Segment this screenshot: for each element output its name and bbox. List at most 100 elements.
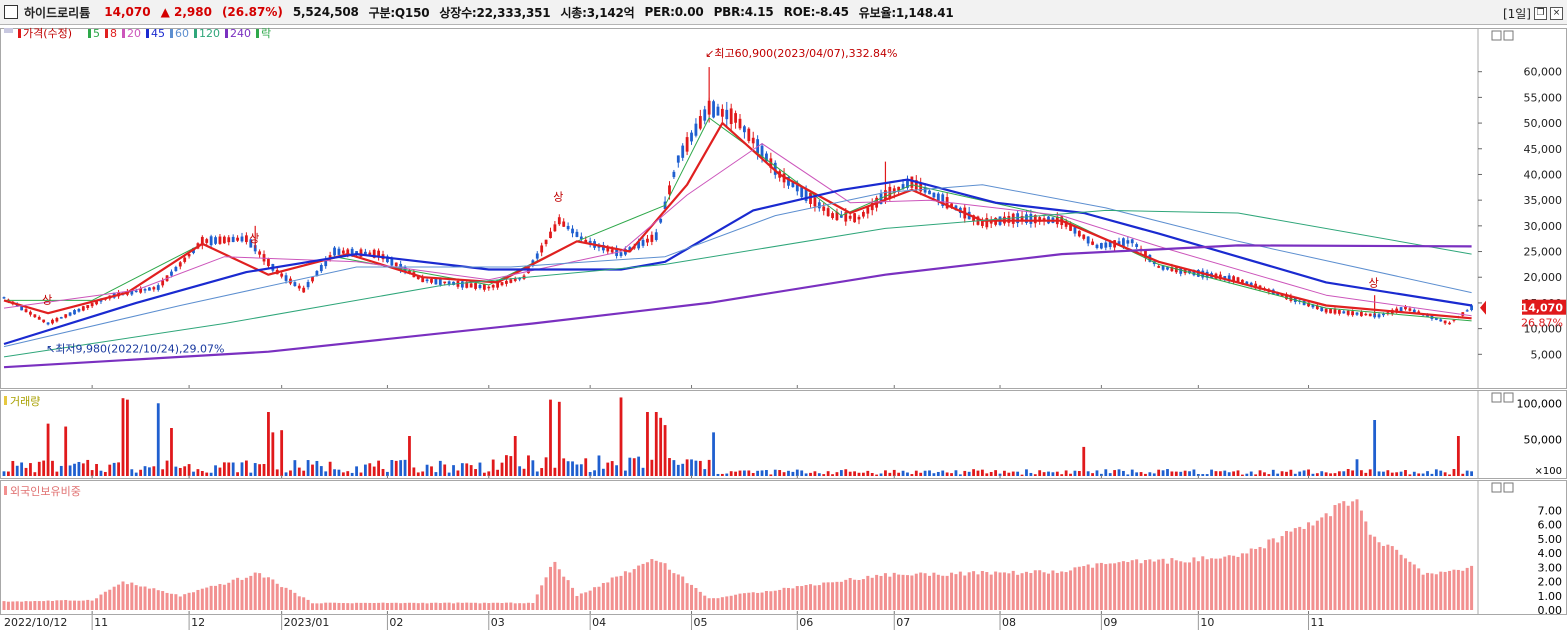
volume-bar: [672, 460, 676, 476]
foreign-bar: [11, 601, 15, 610]
candle-body: [844, 212, 848, 222]
foreign-bar: [222, 584, 226, 610]
volume-bar: [936, 471, 940, 476]
foreign-bar: [1060, 571, 1064, 610]
limit-up-marker: 상: [1369, 277, 1379, 290]
candle-body: [729, 108, 733, 125]
volume-bar: [571, 461, 574, 476]
stock-name[interactable]: 하이드로리튬: [24, 5, 91, 20]
candle-body: [800, 186, 804, 198]
volume-bar: [1047, 471, 1050, 476]
foreign-bar: [1073, 567, 1077, 610]
candle-body: [355, 251, 358, 255]
candle-body: [1355, 312, 1359, 315]
foreign-bars: [2, 499, 1474, 610]
volume-bar: [610, 461, 614, 476]
foreign-bar: [381, 602, 385, 610]
market-cap: 시총:3,142억: [560, 5, 635, 20]
candle-body: [848, 215, 852, 219]
select-checkbox[interactable]: [4, 5, 18, 19]
volume-legend-swatch: [4, 396, 7, 405]
candle-body: [862, 211, 865, 217]
candle-body: [888, 186, 892, 199]
foreign-bar: [139, 586, 143, 610]
volume-bar: [1179, 471, 1183, 476]
foreign-bar: [1051, 570, 1055, 610]
candle-body: [236, 237, 239, 241]
volume-bar: [421, 471, 425, 476]
candle-body: [1346, 310, 1350, 315]
candle-body: [870, 203, 874, 211]
ma-line-120: [3, 209, 1472, 358]
foreign-bar: [324, 602, 328, 610]
stock-chart[interactable]: 60,00055,00050,00045,00040,00035,00030,0…: [0, 24, 1567, 630]
foreign-bar: [1408, 561, 1412, 610]
volume-bar: [487, 471, 491, 476]
volume-bar: [1355, 459, 1359, 476]
candle-body: [637, 241, 641, 249]
candle-body: [244, 235, 248, 243]
close-icon[interactable]: ×: [1550, 7, 1563, 20]
volume-bar: [950, 473, 953, 476]
volume-bar: [743, 470, 746, 476]
foreign-bar: [1091, 567, 1095, 610]
foreign-bar: [950, 572, 954, 610]
volume-bar: [7, 471, 10, 476]
candle-body: [1166, 267, 1169, 270]
foreign-bar: [143, 586, 147, 610]
foreign-bar: [169, 593, 173, 610]
price-tick-label: 40,000: [1524, 168, 1563, 181]
candle-body: [575, 231, 579, 237]
price-legend: 가격(수정) 5 8 20 45 60 120 240 락: [4, 27, 271, 40]
volume-bar: [1452, 469, 1456, 476]
foreign-bar: [875, 574, 879, 610]
foreign-bar: [1302, 528, 1306, 610]
x-tick-label: 10: [1200, 616, 1214, 629]
candle-body: [143, 289, 147, 291]
candle-body: [954, 205, 958, 211]
x-tick-label: 12: [191, 616, 205, 629]
period-selector[interactable]: [1일]: [1502, 7, 1531, 21]
foreign-bar: [20, 601, 24, 610]
foreign-bar: [293, 592, 297, 610]
volume-bar: [15, 465, 19, 476]
volume-bar: [734, 471, 737, 476]
foreign-bar: [1448, 570, 1452, 610]
volume-bar: [42, 460, 46, 476]
foreign-bar: [456, 602, 460, 610]
volume-bar: [765, 470, 768, 476]
volume-bar: [822, 474, 826, 476]
foreign-bar: [610, 577, 614, 610]
minimize-pane-icon: [1491, 30, 1502, 41]
candle-body: [1232, 276, 1236, 282]
restore-icon[interactable]: ❐: [1534, 7, 1547, 20]
price-tick-label: 5,000: [1531, 348, 1563, 361]
volume-bar: [2, 471, 6, 476]
title-bar: 하이드로리튬 14,070 ▲ 2,980 (26.87%) 5,524,508…: [0, 0, 1567, 25]
candle-body: [1285, 294, 1288, 300]
candle-body: [1382, 313, 1385, 316]
pbr-value: PBR:4.15: [713, 5, 774, 19]
current-price-label: 14,070: [1521, 302, 1564, 315]
candle-body: [985, 218, 989, 228]
foreign-bar: [584, 592, 588, 610]
candle-body: [496, 282, 500, 288]
foreign-bar: [1373, 536, 1377, 610]
volume-bar: [271, 432, 275, 476]
candle-body: [579, 236, 583, 240]
foreign-bar: [452, 603, 456, 610]
candle-body: [174, 266, 178, 272]
volume-bar: [1069, 473, 1072, 476]
foreign-bar: [954, 574, 958, 610]
foreign-bar: [460, 602, 464, 610]
candle-body: [540, 245, 544, 253]
price-tick-label: 50,000: [1524, 117, 1563, 130]
candle-body: [337, 248, 341, 255]
foreign-bar: [368, 602, 372, 610]
foreign-bar: [394, 602, 398, 610]
foreign-bar: [712, 598, 716, 610]
candle-body: [200, 236, 204, 246]
volume-bar: [1144, 473, 1147, 476]
pane-buttons: [1491, 30, 1514, 41]
volume-bar: [1130, 469, 1134, 476]
